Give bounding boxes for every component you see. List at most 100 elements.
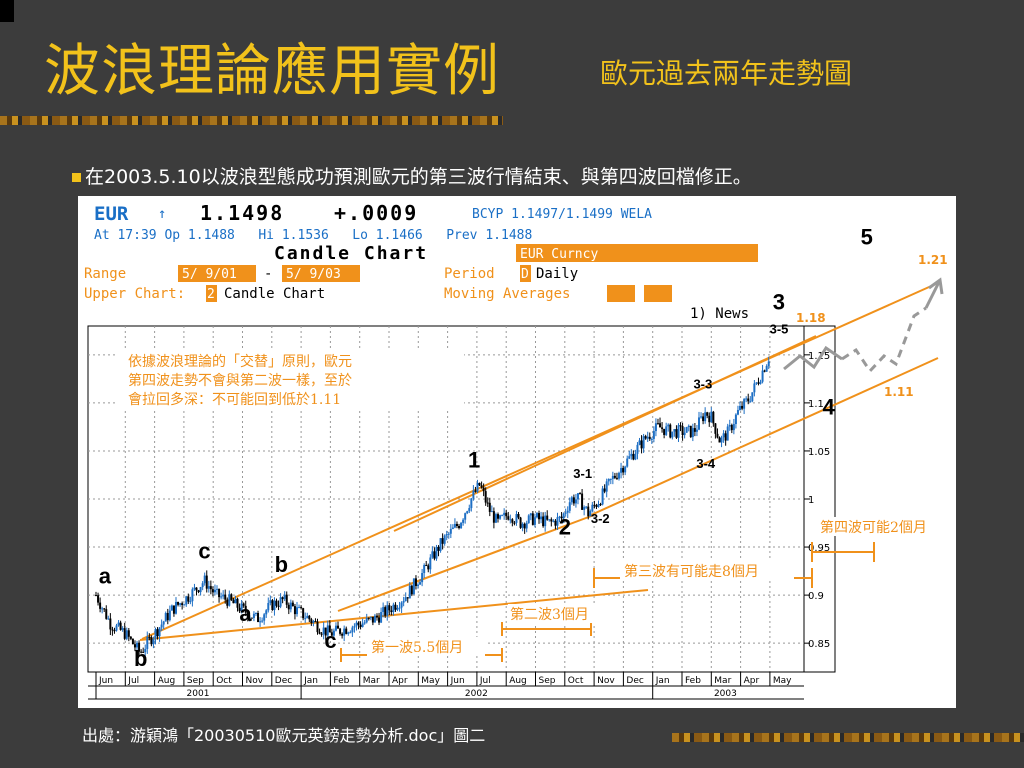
candle-body: [234, 598, 237, 604]
candle-body: [587, 506, 590, 517]
candle-body: [369, 616, 372, 618]
period-label: Period: [444, 266, 495, 282]
candle-body: [250, 617, 253, 619]
ma-field-1[interactable]: [607, 285, 635, 302]
candle-body: [220, 596, 223, 598]
candle-body: [232, 599, 235, 604]
candle-body: [293, 606, 296, 615]
candle-body: [337, 625, 340, 629]
candle-body: [529, 513, 532, 516]
wave-label: 3-4: [696, 456, 716, 471]
symbol-label: EUR: [94, 203, 129, 225]
candle-body: [97, 595, 100, 603]
candle-body: [154, 629, 157, 639]
candle-body: [449, 528, 452, 534]
candle-body: [226, 599, 229, 606]
candle-body: [222, 594, 225, 597]
wave-label: 3-5: [770, 322, 789, 337]
candle-body: [95, 595, 97, 597]
candle-body: [410, 585, 413, 595]
candle-body: [347, 632, 350, 634]
candle-body: [626, 458, 629, 467]
upper-code-field[interactable]: [206, 285, 217, 302]
candle-body: [661, 427, 664, 429]
candle-body: [470, 498, 473, 509]
candle-body: [189, 601, 192, 603]
wave-label: a: [239, 601, 252, 626]
period-value: Daily: [536, 266, 578, 282]
candle-body: [392, 604, 395, 613]
candle-body: [464, 513, 467, 520]
candle-body: [739, 405, 742, 410]
candle-body: [306, 615, 309, 619]
candle-body: [763, 370, 766, 372]
ma-field-2[interactable]: [644, 285, 672, 302]
candle-body: [753, 383, 756, 393]
note-line-3: 會拉回多深：不可能回到低於1.11: [128, 391, 341, 408]
candle-body: [494, 514, 497, 523]
candle-body: [650, 438, 653, 440]
candle-body: [300, 607, 303, 609]
range-to-field[interactable]: [282, 265, 360, 282]
candle-body: [386, 605, 389, 616]
month-label: Oct: [216, 676, 232, 686]
range-from-field[interactable]: [178, 265, 256, 282]
candle-body: [291, 602, 294, 607]
candle-body: [632, 453, 635, 460]
candle-body: [745, 398, 748, 400]
candle-body: [558, 516, 561, 518]
month-label: Apr: [744, 676, 760, 686]
candle-body: [435, 546, 438, 559]
channel-lower-line: [590, 357, 939, 516]
candle-body: [355, 622, 358, 627]
candle-body: [320, 633, 323, 635]
candle-body: [244, 605, 247, 613]
chart-type-title: Candle Chart: [274, 243, 428, 264]
candle-body: [566, 510, 569, 513]
candle-body: [546, 515, 549, 520]
candle-body: [172, 605, 175, 614]
candle-body: [591, 504, 594, 512]
candle-body: [400, 602, 403, 608]
candle-body: [720, 437, 723, 443]
candle-body: [183, 604, 186, 606]
candle-body: [618, 472, 621, 479]
candle-body: [583, 507, 586, 510]
candle-body: [209, 586, 212, 590]
change-label: +.0009: [334, 201, 418, 225]
wave2-duration-bracket: [501, 622, 592, 636]
candle-body: [101, 608, 104, 610]
candle-body: [238, 607, 241, 612]
wave3-top-label: 1.18: [796, 311, 826, 325]
candle-body: [447, 533, 450, 535]
candle-body: [185, 596, 188, 605]
candle-body: [140, 651, 143, 653]
candle-body: [622, 468, 625, 473]
candle-body: [679, 425, 682, 427]
candle-body: [396, 608, 399, 610]
news-link[interactable]: 1) News: [690, 306, 749, 322]
candle-body: [509, 519, 512, 521]
month-label: May: [421, 676, 440, 686]
wave4-duration-box: [818, 517, 954, 536]
candle-body: [544, 515, 547, 527]
candle-body: [492, 511, 495, 523]
candle-body: [240, 603, 243, 612]
candle-body: [538, 513, 541, 520]
candle-body: [324, 627, 327, 636]
candle-body: [609, 478, 612, 480]
candle-body: [451, 527, 454, 529]
note-line-1: 依據波浪理論的「交替」原則，歐元: [128, 353, 352, 370]
candle-body: [144, 648, 147, 653]
candle-body: [675, 429, 678, 438]
candle-body: [361, 623, 364, 627]
candle-body: [716, 433, 719, 438]
candle-body: [595, 505, 598, 507]
period-code-field[interactable]: [520, 265, 531, 282]
candle-body: [357, 622, 360, 625]
month-label: Apr: [392, 676, 408, 686]
candle-body: [271, 600, 274, 611]
month-label: Nov: [597, 676, 615, 686]
curncy-label: EUR Curncy: [520, 247, 598, 262]
